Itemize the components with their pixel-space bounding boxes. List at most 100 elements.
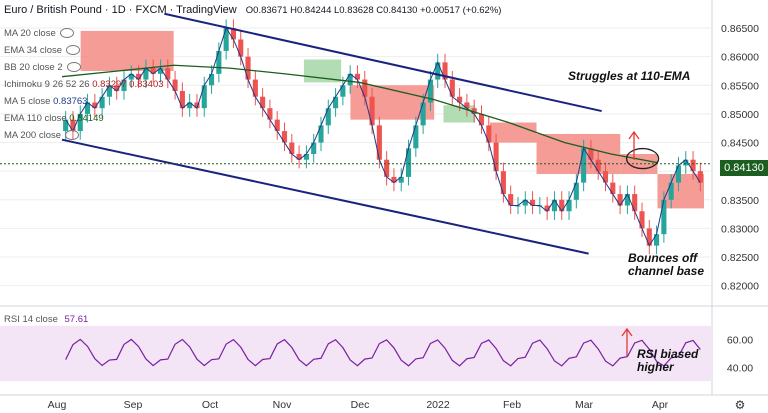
rsi-arrow-icon	[621, 327, 633, 356]
candle-body	[311, 142, 317, 154]
candle-body	[544, 205, 550, 212]
legend-label: MA 200 close	[4, 130, 62, 141]
legend-row[interactable]: EMA 110 close 0.84149	[4, 113, 104, 124]
candle-body	[303, 154, 309, 160]
candle-body	[216, 50, 222, 74]
candle-body	[136, 73, 142, 80]
candle-body	[668, 182, 674, 200]
y-tick-label: 0.83500	[721, 195, 759, 207]
candle-body	[187, 102, 193, 109]
candle-body	[646, 228, 652, 246]
candle-body	[697, 171, 703, 183]
chart-title: Euro / British Pound · 1D · FXCM · Tradi…	[4, 4, 237, 16]
rsi-legend-label: RSI 14 close	[4, 314, 58, 325]
candle-body	[610, 182, 616, 195]
x-tick-label: Dec	[351, 399, 370, 411]
ma5-line	[65, 26, 701, 247]
candle-body	[398, 176, 404, 183]
candle-body	[70, 119, 76, 132]
legend-label: EMA 110 close	[4, 113, 67, 124]
legend-row[interactable]: MA 200 close	[4, 130, 80, 141]
candle-body	[143, 68, 149, 80]
y-tick-label: 0.86500	[721, 23, 759, 35]
y-tick-label: 0.82000	[721, 281, 759, 293]
candle-body	[128, 73, 134, 80]
hidden-eye-icon[interactable]	[59, 28, 74, 39]
candle-body	[333, 96, 339, 109]
rsi-band	[0, 325, 712, 382]
legend-label: MA 20 close	[4, 28, 56, 39]
candle-body	[179, 91, 185, 109]
hidden-eye-icon[interactable]	[65, 130, 80, 141]
candle-body	[442, 62, 448, 80]
candle-body	[376, 125, 382, 160]
annotation-bounces-1: Bounces off	[628, 251, 698, 265]
candle-body	[325, 108, 331, 126]
candle-body	[581, 148, 587, 183]
x-tick-label: Feb	[503, 399, 521, 411]
legend-row[interactable]: BB 20 close 2	[4, 62, 81, 73]
legend-label: Ichimoku 9 26 52 26	[4, 79, 90, 90]
up-arrow-icon	[628, 130, 640, 160]
rsi-legend: RSI 14 close 57.61	[4, 314, 88, 325]
candle-body	[289, 142, 295, 154]
legend-label: MA 5 close	[4, 96, 51, 107]
legend-value: 0.84149	[66, 113, 104, 124]
ema110-line	[61, 64, 658, 164]
x-tick-label: Apr	[652, 399, 669, 411]
rsi-tick-label: 60.00	[727, 335, 753, 347]
candle-body	[238, 39, 244, 57]
candle-body	[675, 165, 682, 183]
candle-body	[654, 234, 660, 246]
settings-gear-icon[interactable]: ⚙	[735, 398, 746, 412]
ohlc-values: O0.83671 H0.84244 L0.83628 C0.84130 +0.0…	[245, 5, 502, 16]
ichimoku-cloud	[536, 133, 621, 175]
candle-body	[106, 85, 112, 97]
candle-body	[354, 73, 361, 80]
legend-row[interactable]: MA 20 close	[4, 28, 74, 39]
x-tick-label: 2022	[426, 399, 450, 411]
candle-body	[551, 199, 557, 212]
candle-body	[230, 28, 236, 40]
y-tick-label: 0.84500	[721, 138, 759, 150]
legend-row[interactable]: MA 5 close 0.83763	[4, 96, 87, 107]
annotation-bounces-2: channel base	[628, 264, 704, 278]
x-tick-label: Sep	[124, 399, 143, 411]
rsi-tick-label: 40.00	[727, 362, 753, 374]
y-tick-label: 0.85000	[721, 109, 759, 121]
legend-label: EMA 34 close	[4, 45, 63, 56]
candle-body	[150, 68, 156, 74]
candle-body	[559, 199, 565, 212]
channel-line	[164, 12, 602, 113]
hidden-eye-icon[interactable]	[66, 45, 81, 56]
candle-body	[661, 199, 667, 235]
candle-body	[500, 171, 506, 195]
candle-body	[201, 85, 207, 109]
x-tick-label: Oct	[202, 399, 218, 411]
x-tick-label: Aug	[48, 399, 67, 411]
candle-body	[435, 62, 441, 80]
candle-body	[209, 73, 215, 86]
channel-line	[61, 138, 589, 255]
candle-body	[683, 159, 689, 166]
hidden-eye-icon[interactable]	[66, 62, 81, 73]
candle-body	[223, 28, 229, 51]
candle-body	[624, 194, 630, 206]
candle-body	[522, 199, 528, 206]
candle-body	[413, 125, 419, 149]
chart-header: Euro / British Pound · 1D · FXCM · Tradi…	[4, 4, 501, 16]
legend-row[interactable]: EMA 34 close	[4, 45, 81, 56]
candle-body	[260, 96, 266, 109]
candle-body	[602, 171, 609, 183]
highlight-ellipse	[625, 147, 660, 170]
candle-body	[369, 96, 375, 126]
rsi-legend-value: 57.61	[64, 314, 89, 325]
legend-row[interactable]: Ichimoku 9 26 52 26 0.83297 0.83403	[4, 79, 164, 90]
candle-body	[252, 79, 258, 97]
candle-body	[493, 142, 499, 172]
y-tick-label: 0.83000	[721, 223, 759, 235]
candle-body	[157, 68, 164, 74]
rsi-line	[65, 338, 701, 367]
